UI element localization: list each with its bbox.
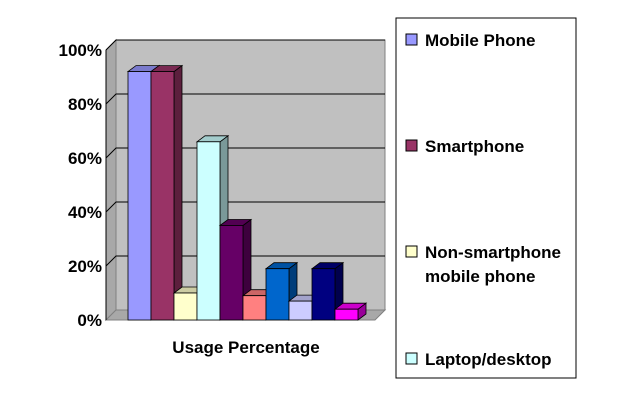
legend-swatch xyxy=(405,33,418,46)
bar xyxy=(150,71,175,321)
bar xyxy=(265,268,290,321)
y-tick-label: 0% xyxy=(77,311,102,330)
bar xyxy=(127,71,152,321)
legend-swatch xyxy=(405,352,418,365)
y-tick-label: 60% xyxy=(68,149,102,168)
bar xyxy=(173,292,198,321)
bar xyxy=(334,308,359,321)
bar xyxy=(219,225,244,321)
y-tick-label: 40% xyxy=(68,203,102,222)
bar xyxy=(196,141,221,321)
legend-swatch xyxy=(405,139,418,152)
legend-swatch xyxy=(405,245,418,258)
bar-side xyxy=(173,64,183,321)
bar xyxy=(288,300,313,321)
plot-side-wall xyxy=(105,38,117,322)
legend-label: Smartphone xyxy=(425,137,524,156)
legend-label: Laptop/desktop xyxy=(425,350,552,369)
y-tick-label: 100% xyxy=(59,41,102,60)
gridline xyxy=(105,93,385,105)
gridline xyxy=(105,147,385,159)
gridline xyxy=(105,39,385,51)
gridline xyxy=(105,201,385,213)
legend-box xyxy=(395,17,577,379)
bar xyxy=(311,268,336,321)
legend-label: Mobile Phone xyxy=(425,31,536,50)
x-axis-title: Usage Percentage xyxy=(172,338,319,357)
legend-label: Non-smartphone xyxy=(425,243,561,262)
y-tick-label: 80% xyxy=(68,95,102,114)
legend-label: mobile phone xyxy=(425,267,536,286)
gridline xyxy=(105,255,385,267)
y-tick-label: 20% xyxy=(68,257,102,276)
bar xyxy=(242,295,267,321)
